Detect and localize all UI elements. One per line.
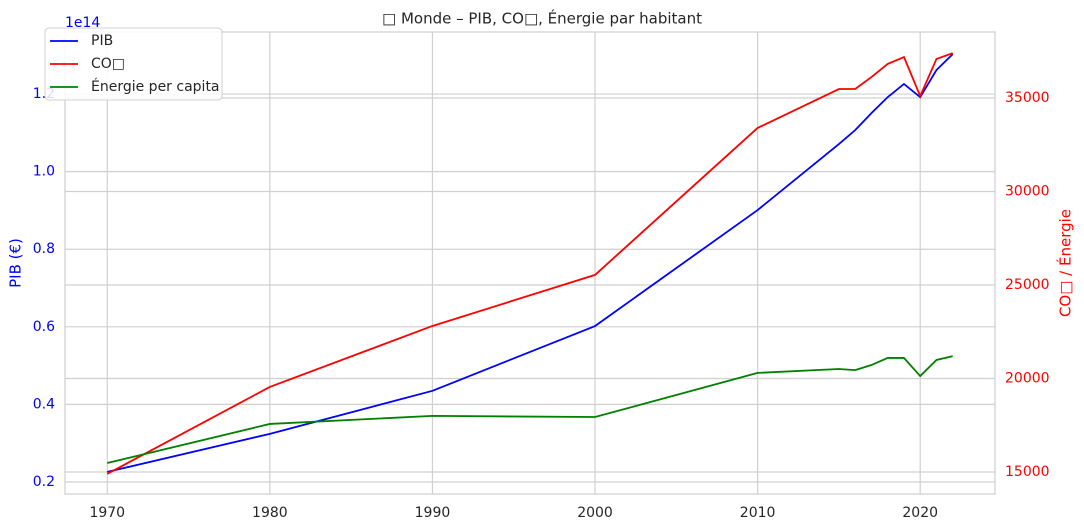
y-offset-label: 1e14 <box>65 15 100 31</box>
line <box>106 52 954 475</box>
y2-axis-label: CO□ / Énergie <box>1056 209 1075 317</box>
y2-tick-label: 25000 <box>1005 277 1050 293</box>
y2-tick-label: 15000 <box>1005 464 1050 480</box>
y2-tick-label: 20000 <box>1005 371 1050 387</box>
legend-label: PIB <box>91 33 113 49</box>
y2-tick-label: 35000 <box>1005 90 1050 106</box>
chart-title: □ Monde – PIB, CO□, Énergie par habitant <box>382 9 702 28</box>
y-tick-label: 1.0 <box>33 164 55 180</box>
y2-tick-label: 30000 <box>1005 183 1050 199</box>
x-tick-label: 1980 <box>252 505 288 521</box>
line <box>107 355 953 464</box>
y-axis-label: PIB (€) <box>7 238 25 288</box>
legend-label: CO□ <box>91 56 125 72</box>
x-tick-label: 2020 <box>902 505 938 521</box>
x-tick-label: 2010 <box>740 505 776 521</box>
y-tick-label: 0.4 <box>33 396 55 412</box>
x-tick-label: 1970 <box>89 505 125 521</box>
y-tick-label: 0.2 <box>33 474 55 490</box>
plot-area <box>64 31 996 495</box>
x-tick-label: 1990 <box>415 505 451 521</box>
legend-box <box>44 27 223 101</box>
legend: PIB CO□ Énergie per capita <box>44 27 223 101</box>
x-tick-label: 2000 <box>577 505 613 521</box>
legend-label: Énergie per capita <box>91 78 220 95</box>
y-tick-label: 0.8 <box>33 241 55 257</box>
y-tick-label: 0.6 <box>33 319 55 335</box>
